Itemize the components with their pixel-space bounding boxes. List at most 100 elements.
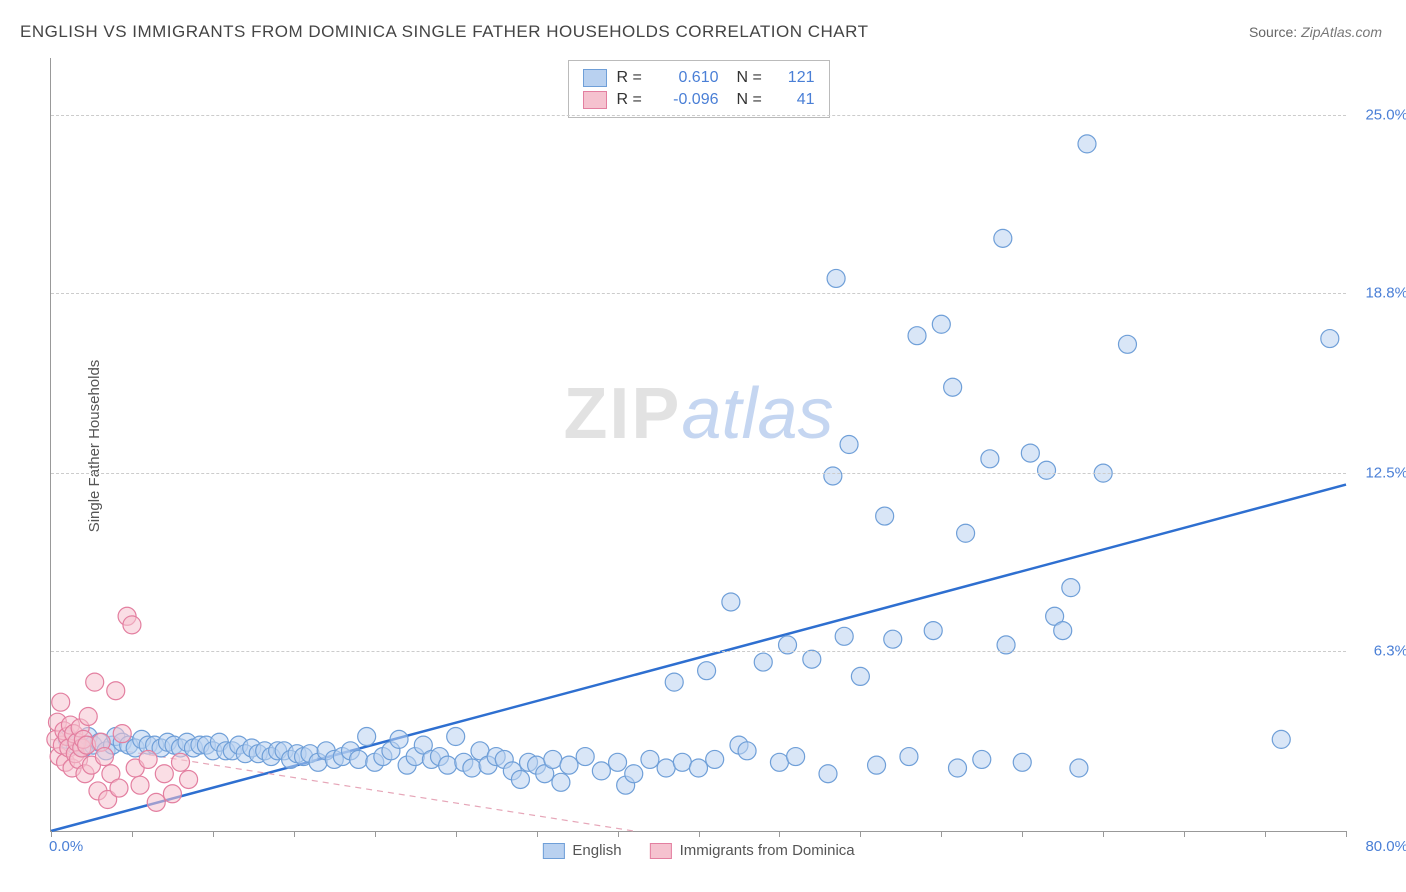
data-point — [657, 759, 675, 777]
source-value: ZipAtlas.com — [1301, 24, 1382, 40]
source-attribution: Source: ZipAtlas.com — [1249, 24, 1382, 40]
legend-n-value: 121 — [775, 67, 815, 89]
data-point — [665, 673, 683, 691]
data-point — [908, 327, 926, 345]
gridline — [51, 115, 1346, 116]
x-tick — [537, 831, 538, 837]
data-point — [79, 707, 97, 725]
legend-r-label: R = — [617, 67, 645, 89]
data-point — [1070, 759, 1088, 777]
data-point — [447, 728, 465, 746]
legend-r-value: -0.096 — [655, 89, 719, 111]
data-point — [1272, 730, 1290, 748]
y-tick-label: 18.8% — [1365, 284, 1406, 301]
x-tick — [213, 831, 214, 837]
data-point — [770, 753, 788, 771]
x-tick — [860, 831, 861, 837]
gridline — [51, 473, 1346, 474]
data-point — [1321, 330, 1339, 348]
x-tick — [1265, 831, 1266, 837]
data-point — [698, 662, 716, 680]
legend-r-label: R = — [617, 89, 645, 111]
data-point — [390, 730, 408, 748]
x-tick — [294, 831, 295, 837]
data-point — [1054, 622, 1072, 640]
x-tick — [456, 831, 457, 837]
data-point — [803, 650, 821, 668]
y-tick-label: 12.5% — [1365, 465, 1406, 482]
legend-r-value: 0.610 — [655, 67, 719, 89]
data-point — [576, 748, 594, 766]
series-legend-item: English — [542, 842, 621, 859]
data-point — [1078, 135, 1096, 153]
data-point — [110, 779, 128, 797]
legend-swatch — [583, 91, 607, 109]
data-point — [592, 762, 610, 780]
data-point — [851, 667, 869, 685]
data-point — [819, 765, 837, 783]
data-point — [1021, 444, 1039, 462]
source-label: Source: — [1249, 24, 1297, 40]
data-point — [924, 622, 942, 640]
x-origin-label: 0.0% — [49, 838, 83, 855]
data-point — [155, 765, 173, 783]
data-point — [52, 693, 70, 711]
data-point — [350, 750, 368, 768]
legend-row: R = -0.096 N = 41 — [583, 89, 815, 111]
gridline — [51, 293, 1346, 294]
data-point — [131, 776, 149, 794]
data-point — [876, 507, 894, 525]
data-point — [113, 725, 131, 743]
legend-n-label: N = — [737, 67, 765, 89]
scatter-layer — [51, 58, 1346, 831]
data-point — [1038, 461, 1056, 479]
trend-line — [51, 485, 1346, 831]
data-point — [123, 616, 141, 634]
x-tick — [51, 831, 52, 837]
x-tick — [779, 831, 780, 837]
data-point — [609, 753, 627, 771]
data-point — [932, 315, 950, 333]
y-tick-label: 6.3% — [1374, 642, 1406, 659]
x-tick — [1103, 831, 1104, 837]
data-point — [95, 748, 113, 766]
legend-n-value: 41 — [775, 89, 815, 111]
data-point — [439, 756, 457, 774]
x-tick — [618, 831, 619, 837]
series-legend-label: Immigrants from Dominica — [680, 842, 855, 859]
series-legend: English Immigrants from Dominica — [542, 842, 854, 859]
data-point — [544, 750, 562, 768]
chart-title: ENGLISH VS IMMIGRANTS FROM DOMINICA SING… — [20, 22, 869, 42]
data-point — [722, 593, 740, 611]
data-point — [641, 750, 659, 768]
y-tick-label: 25.0% — [1365, 107, 1406, 124]
legend-swatch — [650, 843, 672, 859]
legend-swatch — [583, 69, 607, 87]
data-point — [840, 436, 858, 454]
data-point — [981, 450, 999, 468]
data-point — [994, 229, 1012, 247]
data-point — [787, 748, 805, 766]
data-point — [673, 753, 691, 771]
data-point — [560, 756, 578, 774]
x-max-label: 80.0% — [1365, 838, 1406, 855]
plot-area: ZIPatlas R =0.610N =121R =-0.096N =41 0.… — [50, 58, 1346, 832]
series-legend-label: English — [572, 842, 621, 859]
series-legend-item: Immigrants from Dominica — [650, 842, 855, 859]
x-tick — [1184, 831, 1185, 837]
legend-swatch — [542, 843, 564, 859]
data-point — [147, 793, 165, 811]
data-point — [163, 785, 181, 803]
data-point — [180, 770, 198, 788]
x-tick — [132, 831, 133, 837]
x-tick — [1022, 831, 1023, 837]
data-point — [107, 682, 125, 700]
x-tick — [941, 831, 942, 837]
legend-n-label: N = — [737, 89, 765, 111]
data-point — [86, 673, 104, 691]
data-point — [835, 627, 853, 645]
data-point — [949, 759, 967, 777]
data-point — [463, 759, 481, 777]
data-point — [1062, 579, 1080, 597]
data-point — [625, 765, 643, 783]
